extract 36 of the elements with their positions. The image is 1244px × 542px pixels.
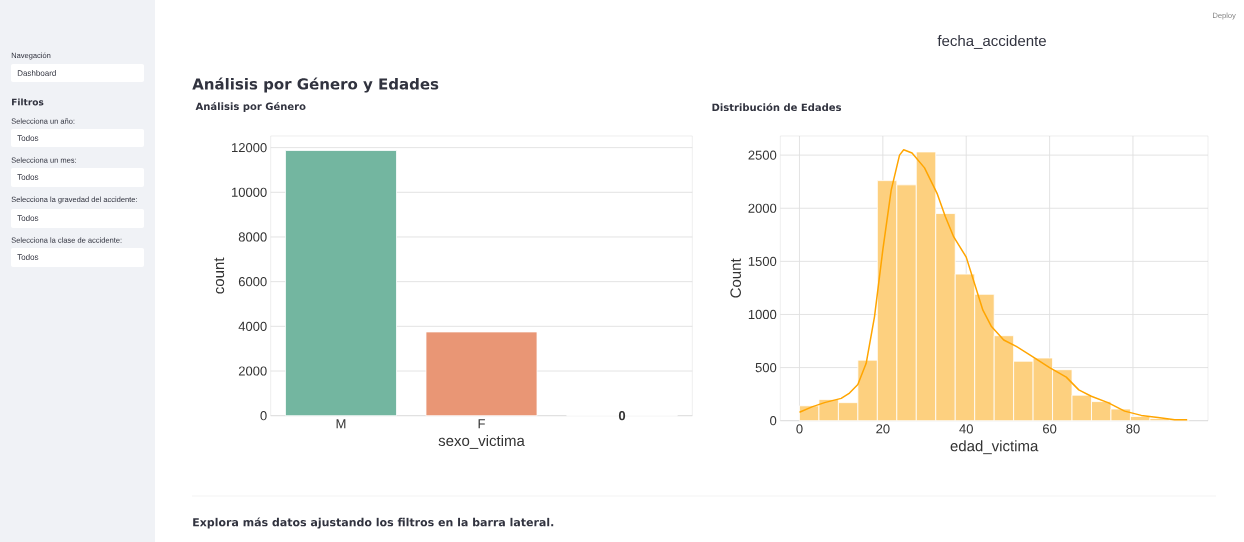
x-tick-label: F — [478, 419, 485, 429]
y-tick-label: 12000 — [232, 143, 267, 153]
y-tick-label: 1500 — [748, 256, 777, 266]
y-tick-label: 4000 — [238, 321, 267, 331]
text: Dashboard — [17, 70, 56, 76]
y-tick-label: 8000 — [238, 232, 267, 242]
x-axis-title: sexo_victima — [438, 435, 525, 449]
y-tick-label: 2000 — [238, 366, 267, 376]
x-tick-label: 40 — [959, 424, 973, 434]
text: Análisis por Género y Edades — [192, 77, 439, 93]
y-tick-label: 1000 — [748, 309, 777, 320]
y-tick-label: 500 — [755, 362, 777, 373]
text: Filtros — [12, 98, 44, 106]
y-tick-label: 10000 — [232, 187, 267, 197]
text: Todos — [17, 215, 39, 221]
line-series — [798, 149, 1188, 421]
y-tick-label: 6000 — [238, 277, 267, 287]
x-tick-label: 0 — [796, 424, 803, 434]
chart-title: Distribución de Edades — [712, 102, 842, 112]
chart-title: Análisis por Género — [195, 101, 306, 113]
y-tick-label: 0 — [260, 411, 267, 421]
x-tick-label: 20 — [876, 424, 890, 434]
text: fecha_accidente — [937, 35, 1046, 49]
x-tick-label: 60 — [1043, 424, 1057, 434]
text: Explora más datos ajustando los filtros en la barra lateral. — [193, 517, 554, 529]
text: Todos — [17, 174, 39, 180]
y-axis-title: count — [214, 257, 225, 294]
y-tick-label: 2000 — [748, 203, 777, 213]
y-axis-title: Count — [730, 258, 741, 298]
data-label: 0 — [618, 411, 626, 421]
y-tick-label: 2500 — [748, 150, 777, 160]
text: Todos — [17, 135, 39, 141]
x-tick-label: 80 — [1126, 424, 1140, 434]
x-axis-title: edad_victima — [950, 440, 1039, 455]
x-tick-label: M — [336, 419, 346, 429]
text: Todos — [17, 254, 39, 260]
